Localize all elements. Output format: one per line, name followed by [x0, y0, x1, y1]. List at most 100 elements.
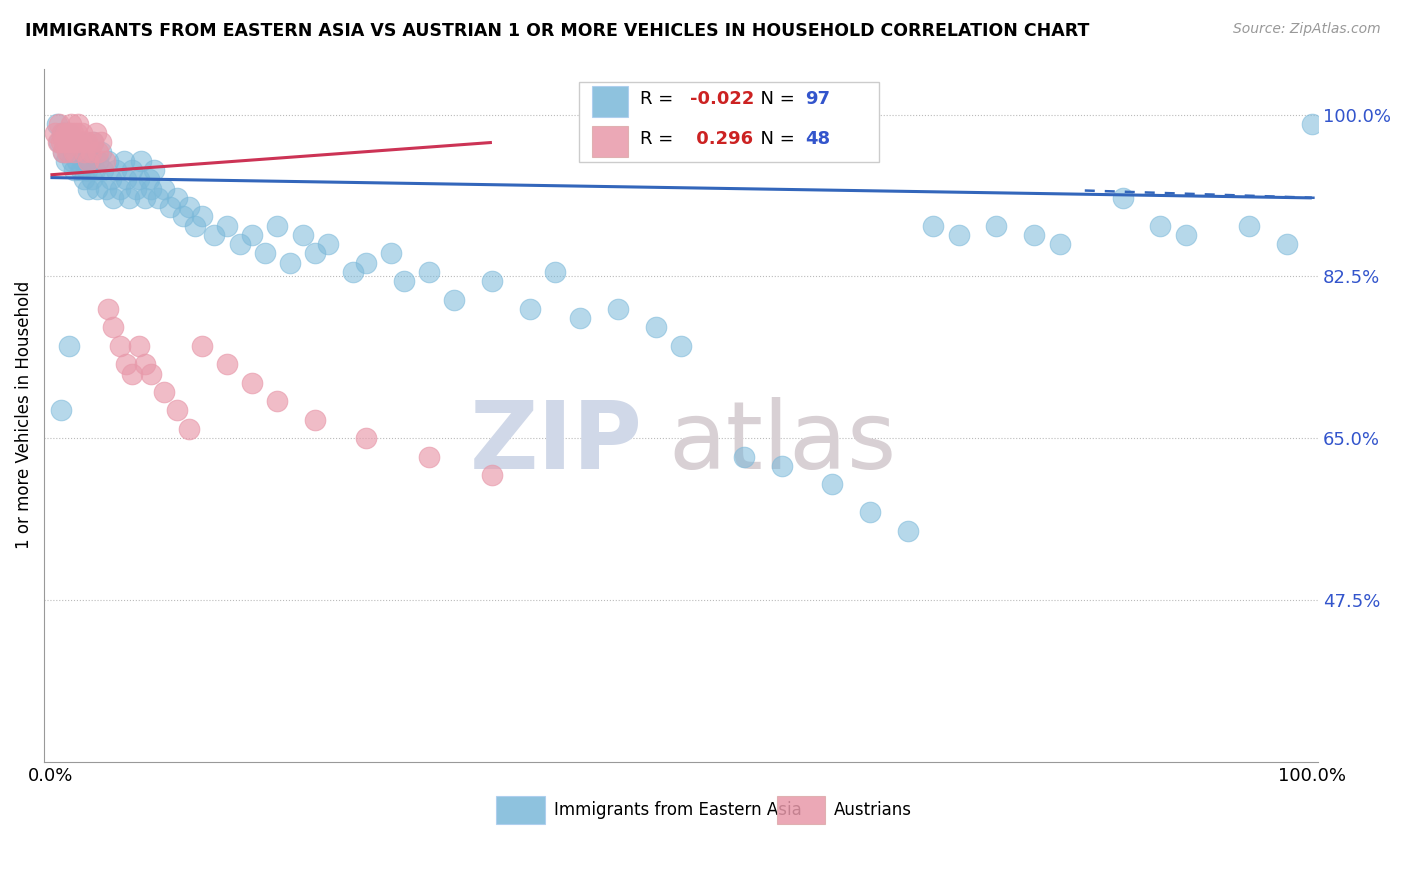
Point: [65, 136, 87, 150]
Point: [70, 136, 93, 150]
Point: [63, 145, 86, 159]
Point: [986, 219, 1008, 233]
Point: [59, 136, 82, 150]
Point: [62, 126, 84, 140]
Point: [1149, 219, 1171, 233]
Point: [46, 136, 69, 150]
Point: [304, 246, 326, 260]
Bar: [592, 86, 627, 117]
Point: [1275, 237, 1298, 252]
Text: Immigrants from Eastern Asia: Immigrants from Eastern Asia: [554, 801, 801, 819]
Point: [266, 394, 288, 409]
Text: N =: N =: [748, 90, 800, 108]
Point: [172, 210, 194, 224]
Point: [84, 126, 107, 140]
Point: [62, 145, 84, 159]
Point: [770, 458, 793, 473]
Point: [159, 200, 181, 214]
Point: [922, 219, 945, 233]
Point: [53, 136, 76, 150]
Point: [166, 191, 188, 205]
Point: [45, 117, 67, 131]
Point: [202, 227, 225, 242]
Point: [215, 357, 238, 371]
Point: [56, 136, 79, 150]
Point: [121, 367, 143, 381]
Text: ZIP: ZIP: [470, 397, 643, 489]
Point: [100, 172, 122, 186]
Point: [184, 219, 207, 233]
Point: [134, 357, 156, 371]
Point: [1174, 227, 1197, 242]
Point: [87, 145, 110, 159]
Point: [115, 172, 138, 186]
Point: [67, 145, 90, 159]
Point: [105, 163, 128, 178]
Point: [253, 246, 276, 260]
Point: [49, 136, 72, 150]
Point: [108, 339, 131, 353]
Point: [97, 153, 120, 168]
Point: [669, 339, 692, 353]
Point: [179, 422, 201, 436]
Point: [80, 145, 103, 159]
Point: [52, 145, 75, 159]
Point: [380, 246, 402, 260]
Point: [103, 191, 125, 205]
Point: [48, 136, 70, 150]
Point: [65, 136, 87, 150]
Point: [70, 126, 93, 140]
Point: [443, 293, 465, 307]
Point: [228, 237, 250, 252]
Point: [948, 227, 970, 242]
Point: [304, 413, 326, 427]
Point: [141, 367, 163, 381]
Point: [76, 136, 98, 150]
Text: IMMIGRANTS FROM EASTERN ASIA VS AUSTRIAN 1 OR MORE VEHICLES IN HOUSEHOLD CORRELA: IMMIGRANTS FROM EASTERN ASIA VS AUSTRIAN…: [25, 22, 1090, 40]
Point: [82, 136, 104, 150]
Point: [117, 191, 139, 205]
Point: [51, 126, 73, 140]
Point: [103, 320, 125, 334]
Point: [240, 227, 263, 242]
Point: [93, 163, 115, 178]
Point: [191, 210, 214, 224]
Bar: [592, 126, 627, 157]
Point: [266, 219, 288, 233]
Point: [125, 182, 148, 196]
Point: [859, 505, 882, 519]
Point: [58, 126, 80, 140]
Text: Austrians: Austrians: [834, 801, 912, 819]
Point: [481, 274, 503, 288]
Point: [67, 117, 90, 131]
Point: [128, 172, 150, 186]
Point: [77, 153, 100, 168]
Point: [129, 153, 152, 168]
Point: [75, 145, 97, 159]
Point: [115, 357, 138, 371]
Text: 97: 97: [804, 90, 830, 108]
Point: [63, 163, 86, 178]
Point: [60, 153, 83, 168]
Point: [80, 172, 103, 186]
Point: [82, 136, 104, 150]
Point: [93, 153, 115, 168]
Point: [179, 200, 201, 214]
Point: [56, 145, 79, 159]
Point: [52, 145, 75, 159]
Point: [146, 191, 169, 205]
Point: [58, 339, 80, 353]
Point: [153, 182, 176, 196]
Point: [66, 126, 89, 140]
Point: [354, 431, 377, 445]
Point: [1301, 117, 1323, 131]
Text: 0.296: 0.296: [690, 130, 754, 148]
Point: [60, 136, 83, 150]
Point: [481, 468, 503, 483]
Text: atlas: atlas: [668, 397, 897, 489]
Point: [569, 311, 592, 326]
Point: [134, 191, 156, 205]
Point: [418, 450, 440, 464]
Point: [112, 153, 135, 168]
Point: [48, 117, 70, 131]
